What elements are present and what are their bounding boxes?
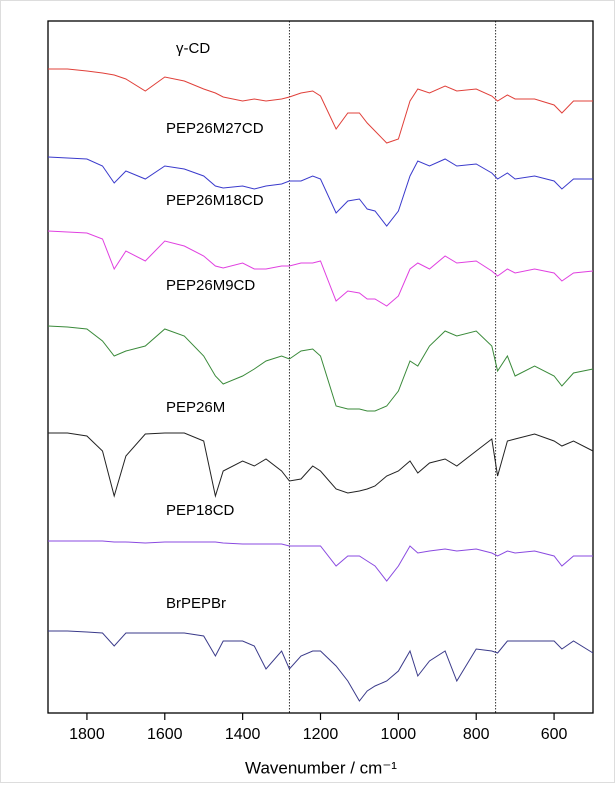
series-label: PEP26M27CD [166,120,264,137]
series-label: PEP18CD [166,502,235,519]
x-tick-label: 1600 [147,726,183,743]
x-tick-label: 1400 [225,726,261,743]
x-tick-label: 1200 [303,726,339,743]
series-label: BrPEPBr [166,595,226,612]
x-axis-label: Wavenumber / cm⁻¹ [245,758,397,777]
x-tick-label: 1800 [69,726,105,743]
series-label: PEP26M [166,399,225,416]
spectrum-line [48,432,594,498]
spectrum-line [47,325,594,412]
spectrum-line [48,68,593,144]
spectrum-line [48,630,594,702]
series-label: PEP26M9CD [166,277,255,294]
series-label: γ-CD [176,40,210,57]
x-tick-label: 800 [463,726,490,743]
x-tick-label: 1000 [381,726,417,743]
series-label: PEP26M18CD [166,192,264,209]
spectrum-line [47,230,594,307]
x-tick-label: 600 [541,726,568,743]
spectrum-line [47,156,593,227]
spectrum-line [48,540,593,582]
